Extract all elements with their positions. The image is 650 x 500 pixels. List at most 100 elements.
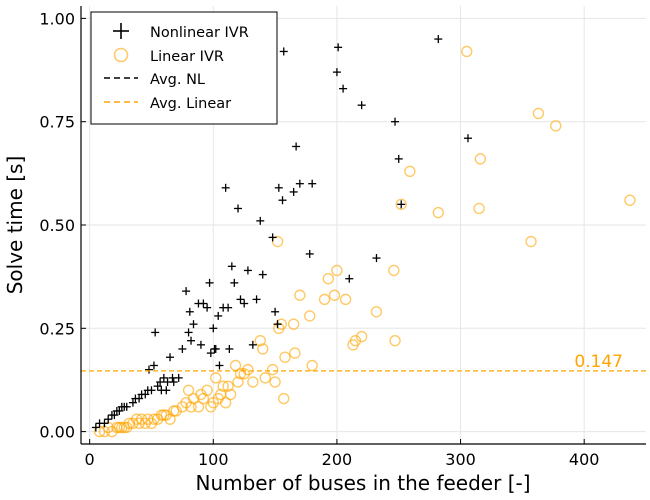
nonlinear-point [289, 187, 298, 196]
linear-point [254, 334, 266, 347]
linear-point [201, 384, 213, 396]
linear-point [279, 351, 291, 363]
y-tick-label-0: 0.00 [39, 423, 75, 442]
linear-point [322, 273, 334, 285]
linear-point [474, 153, 487, 165]
nonlinear-point [203, 303, 212, 312]
linear-point [525, 235, 537, 248]
nonlinear-point [184, 328, 193, 337]
linear-point [222, 380, 234, 392]
nonlinear-point [128, 398, 137, 407]
nonlinear-point [122, 402, 131, 411]
nonlinear-point [100, 419, 109, 428]
linear-point [349, 334, 362, 347]
nonlinear-point [292, 142, 301, 151]
linear-point [395, 198, 407, 211]
x-tick-label-1: 100 [198, 450, 229, 469]
nonlinear-point [153, 382, 162, 391]
nonlinear-point [182, 287, 191, 296]
nonlinear-point [227, 262, 236, 271]
linear-point [259, 372, 271, 384]
linear-point [278, 392, 290, 405]
nonlinear-point [174, 373, 183, 382]
nonlinear-point [372, 254, 381, 263]
nonlinear-point [243, 266, 252, 275]
nonlinear-point [397, 200, 406, 209]
nonlinear-point [248, 340, 257, 349]
nonlinear-point [357, 101, 366, 110]
nonlinear-point [214, 311, 223, 320]
linear-point [339, 293, 352, 306]
nonlinear-point [91, 423, 100, 432]
nonlinear-point [166, 353, 175, 362]
nonlinear-point [178, 344, 187, 353]
x-tick-label-0: 0 [85, 450, 95, 469]
nonlinear-point [205, 278, 214, 287]
linear-point [304, 310, 316, 322]
x-tick-label-3: 300 [445, 450, 476, 469]
nonlinear-point [199, 299, 208, 308]
linear-point [550, 120, 562, 132]
linear-point [242, 363, 254, 376]
nonlinear-point [463, 134, 472, 143]
nonlinear-point [230, 278, 239, 287]
nonlinear-point [221, 183, 230, 192]
nonlinear-point [147, 386, 156, 395]
linear-point [331, 264, 343, 277]
nonlinear-point [225, 344, 234, 353]
linear-point [328, 289, 341, 301]
linear-point [289, 347, 301, 359]
nonlinear-point [209, 324, 218, 333]
linear-point [294, 289, 306, 301]
nonlinear-point [162, 386, 171, 395]
nonlinear-point [279, 47, 288, 56]
nonlinear-point [339, 84, 348, 93]
nonlinear-point [434, 35, 443, 44]
y-tick-label-1: 0.25 [39, 319, 75, 338]
x-axis-label: Number of buses in the feeder [-] [195, 471, 530, 495]
nonlinear-point [149, 361, 158, 370]
nonlinear-point [187, 336, 196, 345]
linear-point [257, 343, 269, 355]
linear-point [461, 45, 473, 58]
nonlinear-point [278, 196, 287, 205]
nonlinear-point [104, 415, 113, 424]
nonlinear-point [268, 233, 277, 242]
linear-point [532, 107, 545, 120]
axes [80, 6, 646, 445]
nonlinear-point [308, 179, 317, 188]
nonlinear-point [258, 270, 267, 279]
nonlinear-point [394, 154, 403, 163]
linear-point [370, 306, 383, 318]
linear-point [389, 334, 401, 347]
nonlinear-point [115, 406, 124, 415]
y-tick-label-3: 0.75 [39, 113, 75, 132]
nonlinear-point [215, 361, 224, 370]
nonlinear-point [189, 320, 198, 329]
nonlinear-point [151, 328, 160, 337]
linear-point [355, 330, 368, 343]
nonlinear-point [332, 68, 341, 77]
linear-point [170, 405, 182, 417]
nonlinear-point [159, 373, 168, 382]
linear-point [624, 194, 636, 206]
linear-point [388, 264, 400, 277]
nonlinear-point [240, 299, 249, 308]
nonlinear-point [274, 183, 283, 192]
legend-marker-linear [113, 47, 129, 63]
linear-point [247, 376, 259, 388]
legend-label-avg-linear: Avg. Linear [150, 96, 231, 112]
linear-point [182, 384, 195, 396]
nonlinear-point [236, 295, 245, 304]
nonlinear-point [144, 365, 153, 374]
nonlinear-series [91, 35, 472, 432]
nonlinear-point [305, 249, 314, 258]
legend-label-linear: Linear IVR [150, 49, 224, 65]
linear-point [217, 380, 229, 392]
nonlinear-point [169, 378, 178, 387]
nonlinear-point [256, 216, 265, 225]
legend-marker-nonlinear [113, 23, 129, 39]
linear-point [210, 372, 222, 384]
legend: Nonlinear IVR Linear IVR Avg. NL Avg. Li… [90, 11, 278, 125]
nonlinear-point [196, 340, 205, 349]
